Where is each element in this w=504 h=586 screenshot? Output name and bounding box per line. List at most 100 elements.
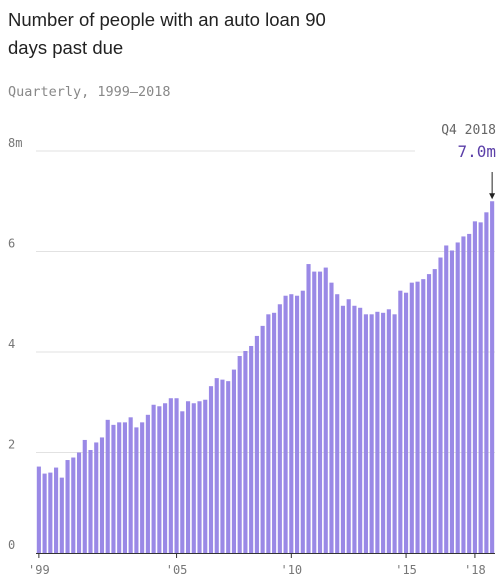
bar (197, 401, 202, 553)
bar (111, 424, 116, 553)
y-tick-label: 6 (8, 237, 15, 251)
bar (203, 399, 208, 553)
bar (254, 335, 259, 553)
bar (363, 314, 368, 553)
bar (340, 305, 346, 553)
bar (375, 311, 380, 553)
bar (105, 419, 110, 553)
bar (237, 356, 242, 553)
bar (455, 242, 460, 553)
bar (99, 437, 105, 553)
bar (88, 449, 93, 553)
bar (48, 472, 53, 553)
bar (151, 404, 156, 553)
gridlines (36, 150, 495, 554)
annotation-arrowhead (489, 193, 496, 200)
bar (36, 466, 41, 553)
annotation-label: Q4 2018 (441, 123, 496, 138)
bar (289, 294, 294, 553)
bar (317, 271, 323, 553)
bars (36, 201, 495, 554)
bar (42, 473, 47, 553)
bar (461, 236, 466, 553)
bar (54, 467, 59, 553)
bar (449, 250, 455, 553)
bar (71, 457, 76, 553)
bar (168, 398, 173, 553)
bar (369, 314, 374, 553)
bar (191, 403, 196, 553)
bar (346, 299, 351, 553)
bar (174, 398, 179, 553)
bar (220, 379, 225, 553)
bar (266, 314, 271, 553)
bar (249, 345, 254, 553)
bar (426, 274, 432, 553)
bar (243, 351, 248, 553)
chart-subtitle: Quarterly, 1999–2018 (8, 84, 171, 100)
bar (444, 245, 449, 553)
bar (231, 369, 237, 553)
x-tick-label: '15 (395, 563, 417, 577)
bar (294, 295, 300, 553)
x-tick-label: '99 (28, 563, 50, 577)
bar (260, 325, 265, 553)
y-tick-label: 4 (8, 337, 15, 351)
bar (490, 201, 495, 553)
bar (272, 312, 277, 553)
bar (484, 212, 489, 553)
bar (82, 439, 87, 553)
bar (76, 452, 82, 553)
bar (122, 422, 127, 553)
bar (300, 290, 305, 553)
chart-title: Number of people with an auto loan 90 da… (8, 9, 326, 58)
x-tick-label: '18 (464, 563, 486, 577)
bar (157, 406, 162, 553)
bar (277, 304, 282, 553)
bar (208, 386, 214, 553)
bar (398, 290, 403, 553)
bar (404, 292, 409, 553)
y-tick-label: 2 (8, 438, 15, 452)
bar (185, 401, 191, 553)
bar (283, 295, 288, 553)
bar (352, 305, 357, 553)
bar (409, 282, 414, 553)
bar (472, 221, 477, 553)
bar (117, 422, 122, 553)
bar (134, 427, 139, 554)
bar (65, 460, 70, 553)
bar (329, 282, 334, 553)
bar (59, 477, 64, 554)
bar (381, 312, 386, 553)
y-tick-label: 8m (8, 136, 22, 150)
bar (323, 267, 328, 553)
annotation: Q4 2018 7.0m (441, 123, 496, 200)
x-tick-label: '05 (166, 563, 188, 577)
bar (94, 442, 99, 553)
bar (128, 417, 133, 553)
bar (335, 294, 340, 553)
x-tick-label: '10 (280, 563, 302, 577)
bar (415, 281, 420, 553)
bar (392, 314, 397, 553)
bar (226, 381, 231, 553)
bar (386, 309, 391, 553)
y-tick-label: 0 (8, 538, 15, 552)
annotation-value: 7.0m (457, 142, 496, 161)
bar (478, 222, 483, 554)
bar (163, 403, 168, 553)
bar (180, 411, 185, 553)
bar (467, 233, 472, 553)
bar (145, 414, 150, 553)
axis-labels: 0 2 4 6 8m '99 '05 '10 '15 '18 (8, 136, 486, 577)
bar (312, 271, 317, 553)
bar (214, 378, 219, 553)
bar (140, 422, 145, 553)
bar (432, 269, 437, 553)
bar (421, 279, 426, 553)
bar (306, 264, 311, 553)
bar (358, 307, 363, 553)
bar (438, 257, 443, 553)
